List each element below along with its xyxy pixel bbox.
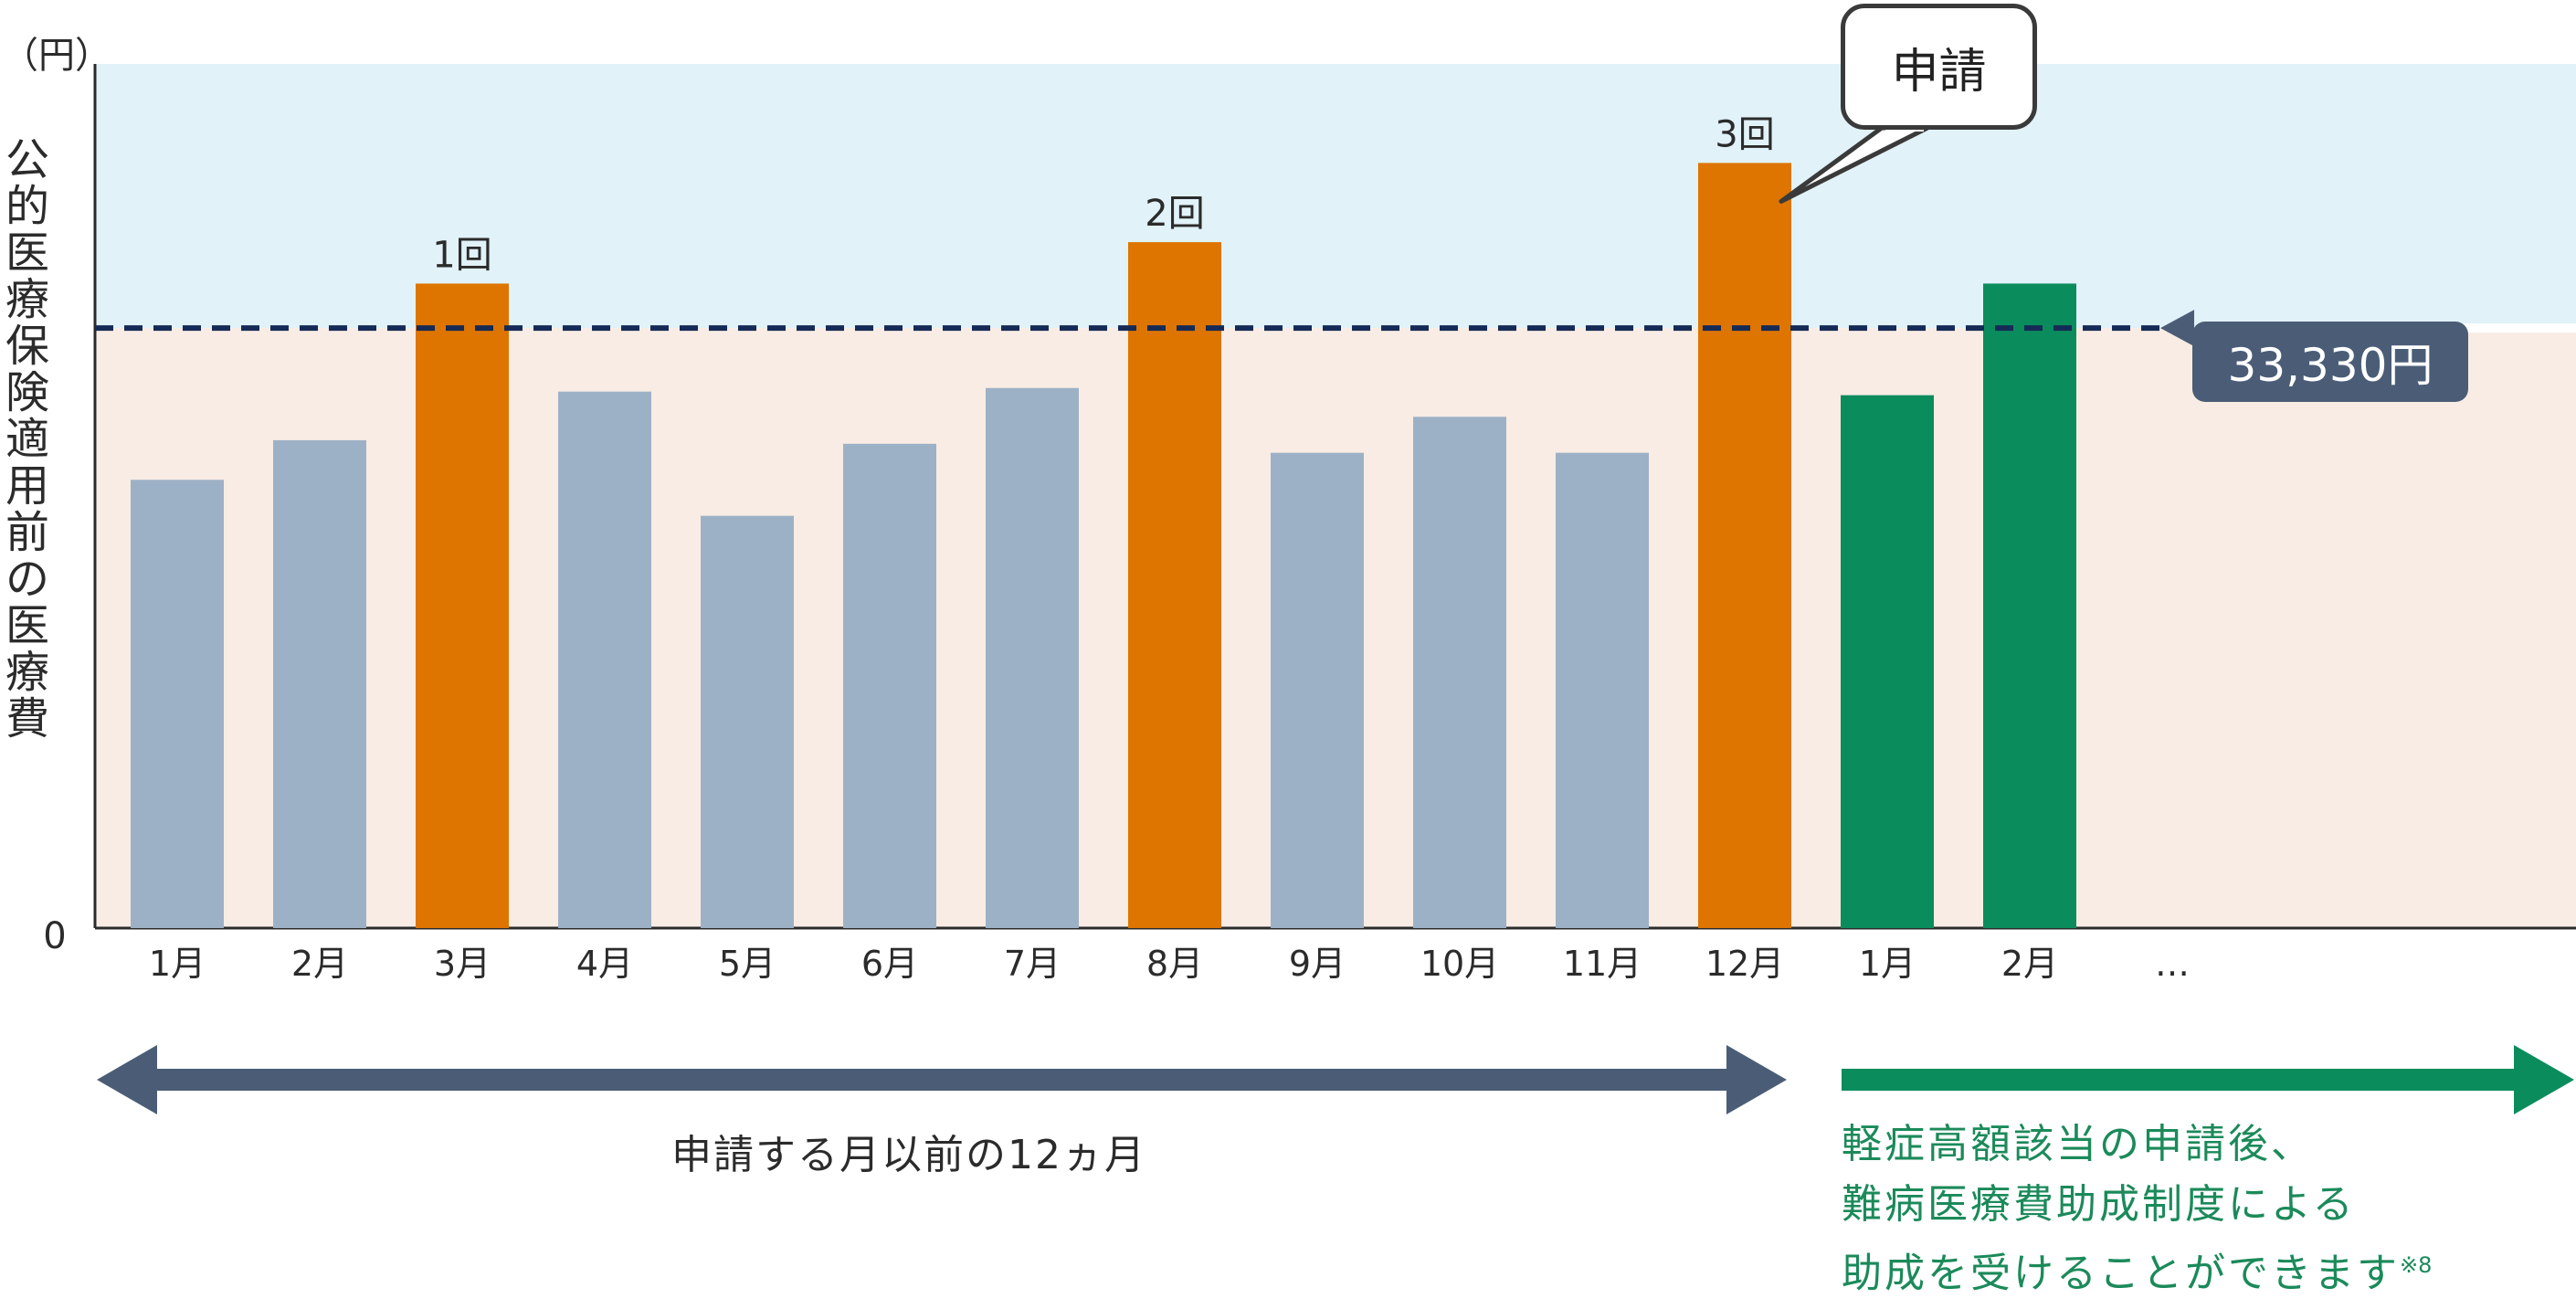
- threshold-badge: 33,330円: [2192, 322, 2468, 402]
- bar-7: [986, 387, 1079, 928]
- bar-5: [701, 515, 794, 928]
- x-continuation-label: …: [2155, 944, 2190, 984]
- bar-count-label-12: 3回: [1715, 113, 1774, 155]
- right-caption-line-3-text: 助成を受けることができます: [1842, 1250, 2400, 1297]
- right-caption-line-2: 難病医療費助成制度による: [1842, 1181, 2356, 1228]
- bar-11: [1556, 452, 1649, 928]
- y-axis-label-char-9: 前: [5, 507, 49, 558]
- y-axis-label-char-11: 医: [5, 600, 49, 651]
- x-tick-label-4: 4月: [576, 944, 633, 984]
- x-tick-label-10: 10月: [1420, 944, 1499, 984]
- x-tick-label-2: 2月: [291, 944, 348, 984]
- y-axis-label-char-3: 医: [5, 227, 49, 279]
- x-tick-label-5: 5月: [719, 944, 776, 984]
- x-tick-label-6: 6月: [861, 944, 918, 984]
- bar-9: [1271, 452, 1364, 928]
- right-caption-line-3: 助成を受けることができます※8: [1842, 1235, 2554, 1304]
- right-arrow-head: [2514, 1045, 2574, 1114]
- x-tick-label-8: 8月: [1146, 944, 1203, 984]
- y-axis-label-char-1: 公: [5, 134, 49, 185]
- bar-8: [1128, 242, 1221, 928]
- left-arrow-caption: 申請する月以前の12ヵ月: [671, 1132, 1146, 1178]
- y-axis-label-char-6: 険: [5, 367, 49, 418]
- x-tick-label-11: 11月: [1563, 944, 1642, 984]
- y-axis-label-char-8: 用: [5, 460, 49, 512]
- y-axis-label-char-4: 療: [5, 274, 49, 325]
- left-arrow-shaft: [137, 1069, 1736, 1091]
- footnote-marker: ※8: [2400, 1252, 2433, 1278]
- y-axis-label-char-7: 適: [5, 414, 49, 465]
- bar-3: [416, 283, 509, 929]
- y-axis-label-char-13: 費: [5, 693, 49, 744]
- bar-6: [843, 443, 936, 928]
- right-arrow-shaft: [1842, 1069, 2523, 1091]
- bar-12: [1698, 163, 1791, 929]
- y-axis-label-char-12: 療: [5, 647, 49, 698]
- y-unit-label: （円）: [2, 35, 111, 77]
- y-zero-label: 0: [43, 915, 66, 957]
- bar-10: [1413, 417, 1506, 928]
- bar-4: [558, 391, 651, 929]
- right-caption-line-1: 軽症高額該当の申請後、: [1842, 1121, 2314, 1167]
- bar-2: [273, 439, 366, 928]
- left-arrow-head-left: [97, 1045, 157, 1114]
- y-axis-label-char-10: の: [5, 554, 49, 605]
- threshold-badge-pointer: [2160, 310, 2194, 347]
- x-tick-label-7: 7月: [1004, 944, 1061, 984]
- left-arrow-head-right: [1726, 1045, 1787, 1114]
- bar-13: [1841, 395, 1934, 929]
- bar-14: [1983, 283, 2076, 929]
- y-axis-label-char-5: 保: [5, 321, 49, 372]
- x-tick-label-3: 3月: [434, 944, 491, 984]
- bar-count-label-8: 2回: [1145, 193, 1204, 235]
- x-tick-label-1: 1月: [149, 944, 206, 984]
- bar-1: [131, 480, 224, 928]
- right-arrow-caption: 軽症高額該当の申請後、 難病医療費助成制度による 助成を受けることができます※8: [1842, 1114, 2554, 1304]
- x-tick-label-12: 12月: [1705, 944, 1784, 984]
- apply-callout: 申請: [1841, 4, 2037, 130]
- x-tick-label-14: 2月: [2001, 944, 2058, 984]
- x-tick-label-13: 1月: [1859, 944, 1916, 984]
- y-axis-label-char-2: 的: [5, 181, 49, 232]
- y-axis-label: 公的医療保険適用前の医療費: [4, 137, 51, 743]
- bar-count-label-3: 1回: [432, 234, 491, 276]
- x-tick-label-9: 9月: [1289, 944, 1346, 984]
